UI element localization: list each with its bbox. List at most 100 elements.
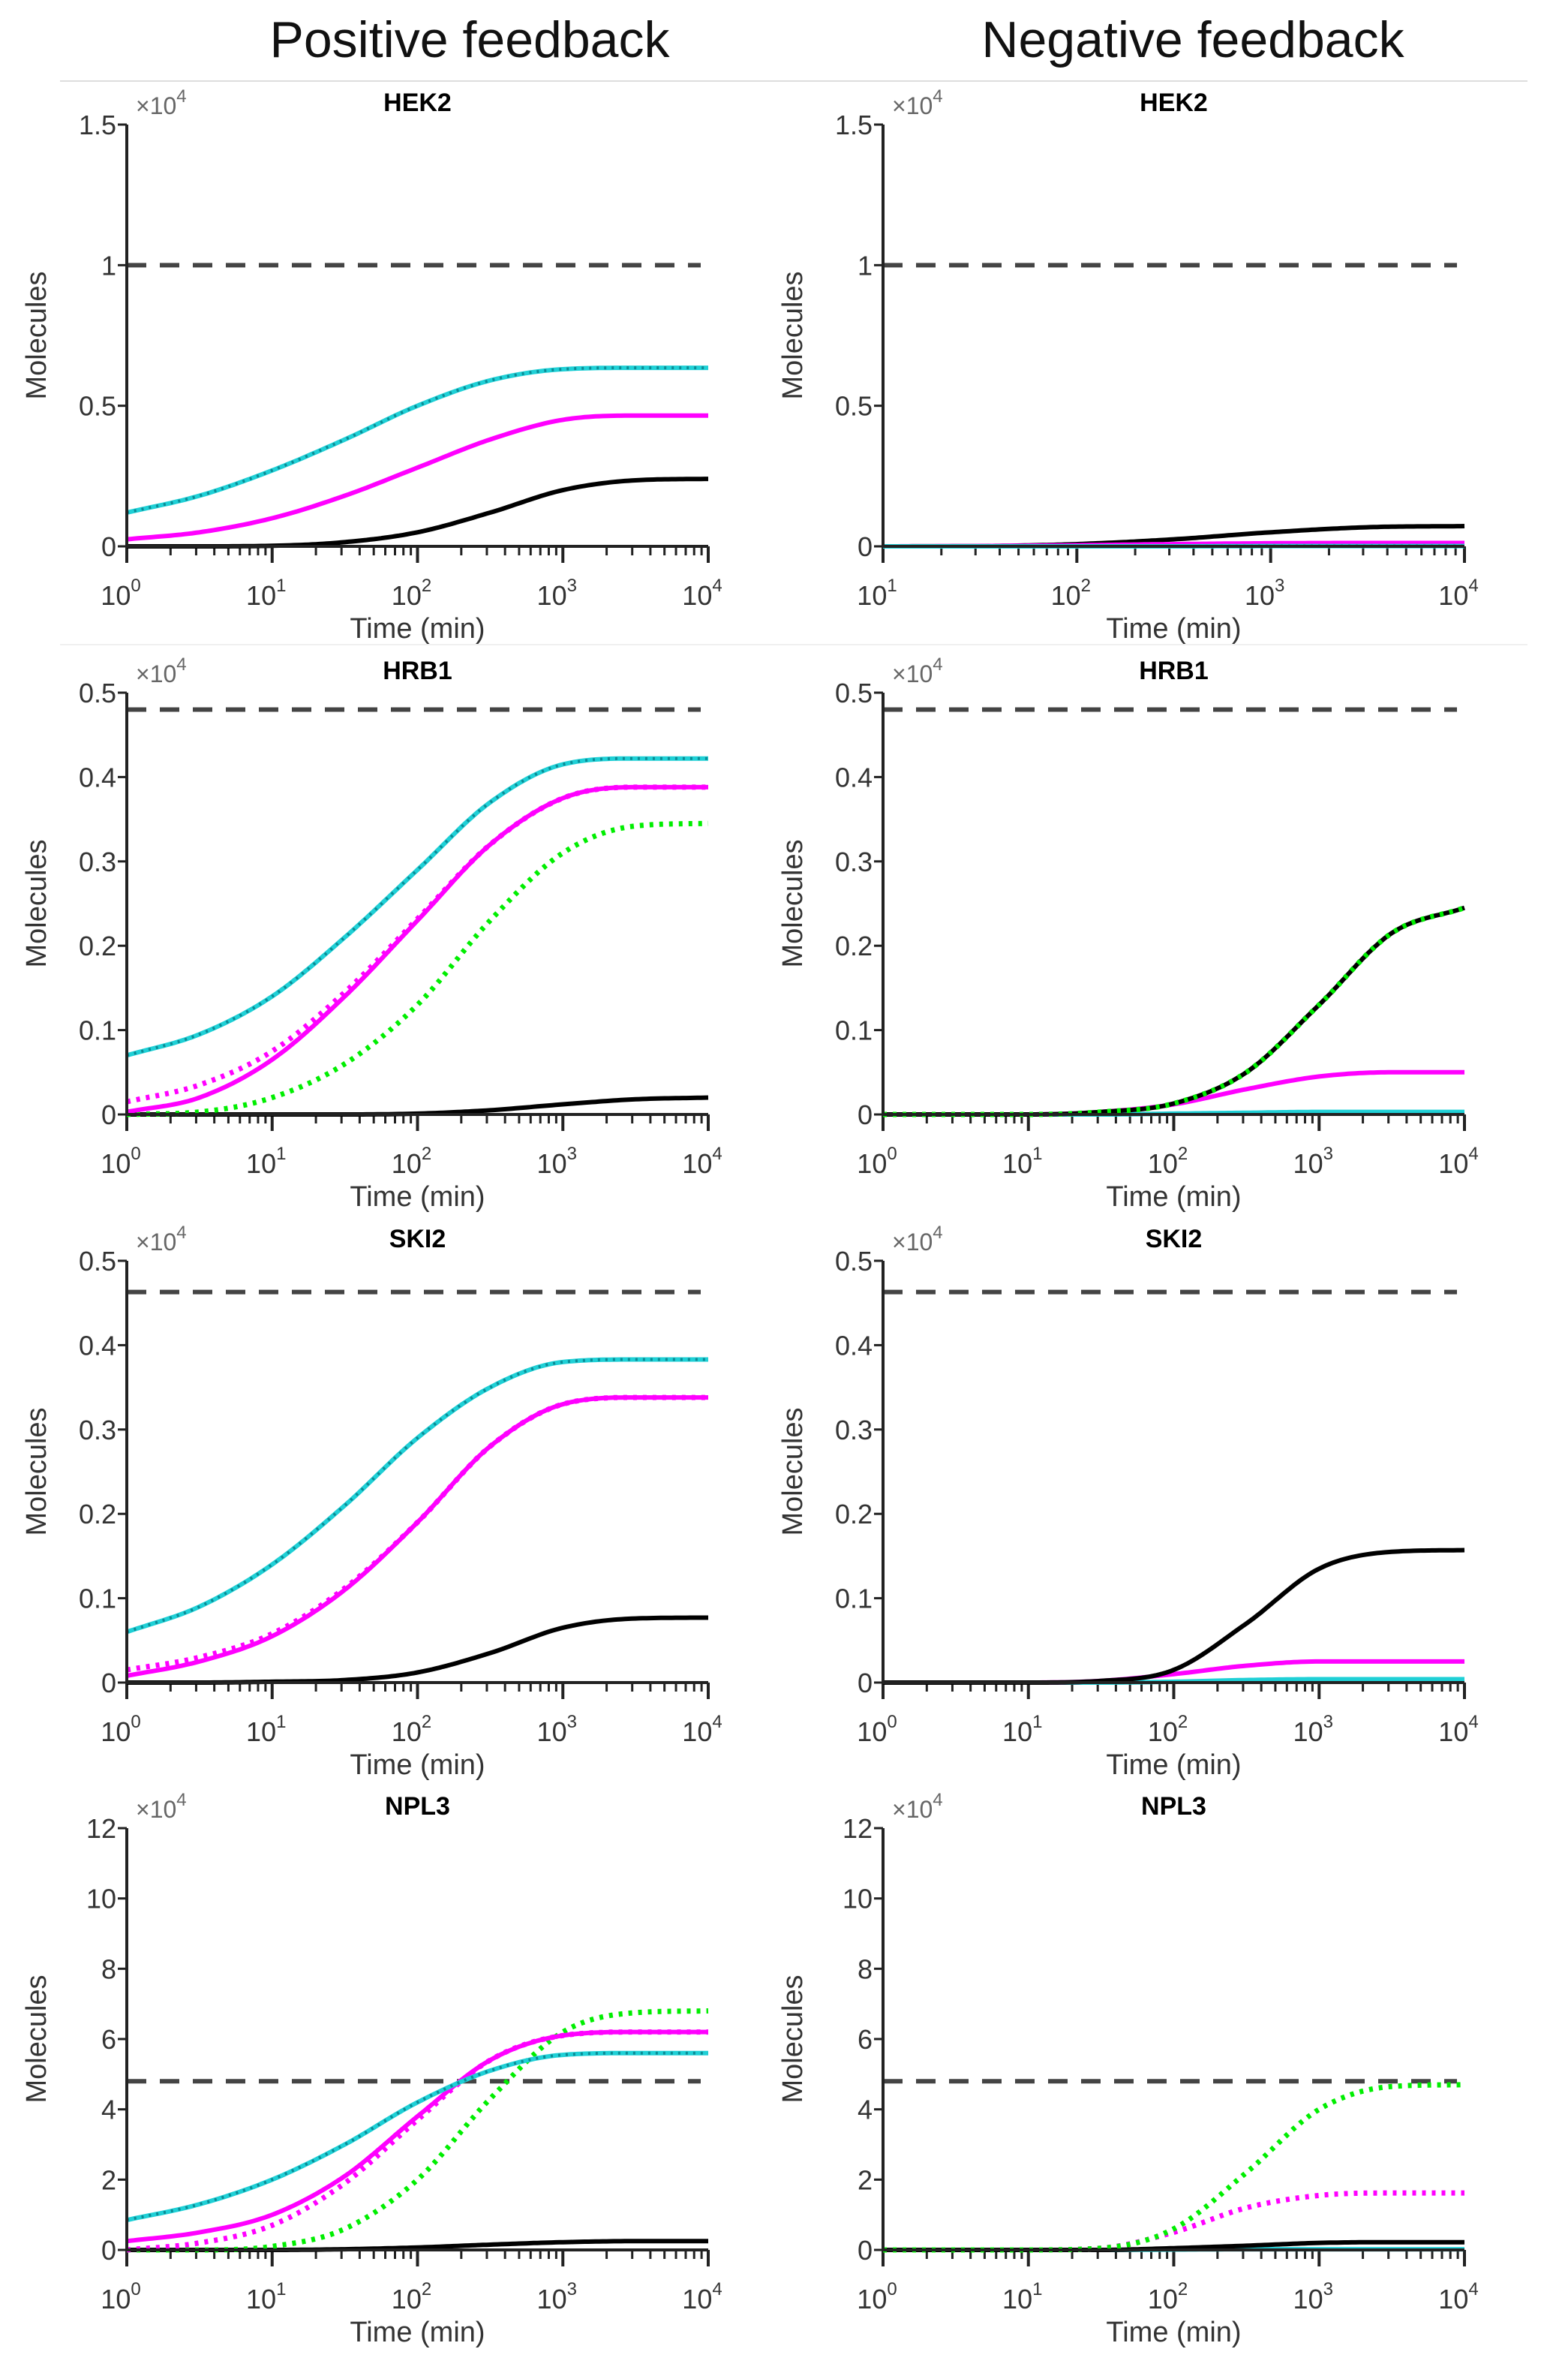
x-tick-label: 102 bbox=[392, 2279, 431, 2314]
x-tick-base: 10 bbox=[1002, 1716, 1032, 1747]
series-cyan-dotted bbox=[126, 756, 708, 1057]
x-tick-base: 10 bbox=[1148, 2284, 1178, 2314]
x-tick-exp: 1 bbox=[276, 2279, 286, 2299]
x-tick-exp: 0 bbox=[887, 1144, 897, 1164]
x-tick-base: 10 bbox=[1438, 1148, 1468, 1179]
x-tick-label: 100 bbox=[857, 2279, 897, 2314]
series-black-solid bbox=[127, 1095, 709, 1117]
x-tick-label: 100 bbox=[101, 576, 140, 611]
panel-title: HRB1 bbox=[383, 657, 452, 685]
series-black-solid bbox=[883, 905, 1465, 1117]
x-tick-base: 10 bbox=[392, 1716, 422, 1747]
x-tick-base: 10 bbox=[1148, 1716, 1178, 1747]
panel-title: HEK2 bbox=[383, 89, 452, 117]
x-tick-exp: 2 bbox=[1178, 1144, 1188, 1164]
y-tick-label: 0 bbox=[101, 1099, 116, 1130]
x-tick-base: 10 bbox=[392, 580, 422, 611]
y-axis-label: Molecules bbox=[777, 271, 809, 399]
panel-title: HRB1 bbox=[1139, 657, 1209, 685]
y-multiplier: ×104 bbox=[892, 1223, 943, 1256]
y-multiplier: ×104 bbox=[892, 1790, 943, 1823]
x-tick-label: 101 bbox=[246, 1144, 286, 1179]
y-tick-label: 1.5 bbox=[79, 110, 116, 140]
multiplier-base: ×10 bbox=[892, 1229, 933, 1256]
x-tick-base: 10 bbox=[392, 1148, 422, 1179]
x-tick-base: 10 bbox=[1002, 1148, 1032, 1179]
x-tick-base: 10 bbox=[857, 1716, 887, 1747]
x-tick-exp: 0 bbox=[131, 2279, 140, 2299]
y-multiplier: ×104 bbox=[136, 654, 187, 687]
x-tick-label: 102 bbox=[1148, 1712, 1188, 1747]
x-tick-exp: 2 bbox=[1178, 1712, 1188, 1732]
y-tick-label: 12 bbox=[86, 1813, 116, 1844]
y-tick-label: 2 bbox=[858, 2164, 873, 2195]
y-tick-label: 0 bbox=[101, 531, 116, 562]
x-tick-label: 101 bbox=[857, 576, 897, 611]
y-tick-label: 0.4 bbox=[835, 762, 873, 793]
panel-title: NPL3 bbox=[1141, 1792, 1206, 1821]
x-tick-label: 100 bbox=[101, 2279, 140, 2314]
multiplier-exp: 4 bbox=[176, 1223, 186, 1243]
y-multiplier: ×104 bbox=[136, 1790, 187, 1823]
x-tick-base: 10 bbox=[1051, 580, 1081, 611]
multiplier-exp: 4 bbox=[933, 1223, 942, 1243]
x-tick-base: 10 bbox=[101, 1716, 131, 1747]
x-tick-label: 100 bbox=[857, 1712, 897, 1747]
y-tick-label: 12 bbox=[843, 1813, 873, 1844]
x-tick-exp: 3 bbox=[1323, 1712, 1333, 1732]
series-green-dotted bbox=[883, 2082, 1464, 2253]
x-axis-label: Time (min) bbox=[1106, 1749, 1241, 1781]
x-tick-label: 103 bbox=[537, 576, 577, 611]
y-tick-label: 10 bbox=[86, 1884, 116, 1914]
y-tick-label: 0.5 bbox=[79, 1246, 116, 1277]
series-green-dotted bbox=[127, 2008, 709, 2253]
x-tick-label: 104 bbox=[682, 1144, 722, 1179]
y-tick-label: 0.3 bbox=[835, 847, 873, 877]
y-tick-label: 4 bbox=[101, 2095, 116, 2125]
x-tick-base: 10 bbox=[857, 1148, 887, 1179]
x-tick-exp: 2 bbox=[422, 576, 431, 596]
x-tick-label: 101 bbox=[1002, 1712, 1042, 1747]
x-axis-label: Time (min) bbox=[1106, 1181, 1241, 1213]
multiplier-base: ×10 bbox=[892, 92, 933, 119]
y-tick-label: 1 bbox=[858, 250, 873, 281]
x-tick-label: 104 bbox=[1438, 2279, 1478, 2314]
x-tick-exp: 3 bbox=[567, 1712, 577, 1732]
x-tick-label: 103 bbox=[1293, 2279, 1333, 2314]
y-tick-label: 0.1 bbox=[835, 1015, 873, 1046]
x-tick-base: 10 bbox=[682, 1716, 712, 1747]
x-axis-label: Time (min) bbox=[350, 613, 485, 645]
y-tick-label: 0.4 bbox=[835, 1330, 873, 1361]
x-tick-label: 102 bbox=[392, 576, 431, 611]
y-tick-label: 0 bbox=[858, 1099, 873, 1130]
x-tick-label: 101 bbox=[246, 1712, 286, 1747]
y-tick-label: 0.5 bbox=[835, 391, 873, 422]
series-cyan-solid bbox=[125, 1357, 708, 1635]
y-tick-label: 0.2 bbox=[835, 931, 873, 961]
multiplier-base: ×10 bbox=[892, 660, 933, 687]
x-tick-base: 10 bbox=[1438, 2284, 1468, 2314]
y-tick-label: 0.4 bbox=[79, 762, 116, 793]
x-tick-exp: 0 bbox=[131, 576, 140, 596]
x-tick-base: 10 bbox=[246, 1716, 276, 1747]
x-tick-label: 101 bbox=[1002, 1144, 1042, 1179]
x-tick-exp: 0 bbox=[131, 1712, 140, 1732]
x-tick-base: 10 bbox=[682, 2284, 712, 2314]
x-tick-label: 103 bbox=[1293, 1144, 1333, 1179]
y-tick-label: 0.5 bbox=[835, 1246, 873, 1277]
series-magenta-solid bbox=[126, 413, 708, 542]
x-tick-exp: 1 bbox=[276, 1144, 286, 1164]
x-tick-exp: 1 bbox=[1032, 2279, 1042, 2299]
x-tick-exp: 0 bbox=[887, 2279, 897, 2299]
x-tick-base: 10 bbox=[392, 2284, 422, 2314]
multiplier-base: ×10 bbox=[136, 660, 176, 687]
series-cyan-solid bbox=[126, 756, 708, 1058]
x-tick-base: 10 bbox=[537, 580, 567, 611]
y-tick-label: 0 bbox=[858, 531, 873, 562]
series-magenta-solid bbox=[126, 784, 708, 1114]
x-tick-exp: 3 bbox=[567, 2279, 577, 2299]
y-multiplier: ×104 bbox=[136, 86, 187, 119]
x-tick-label: 104 bbox=[1438, 576, 1478, 611]
y-tick-label: 6 bbox=[101, 2024, 116, 2055]
